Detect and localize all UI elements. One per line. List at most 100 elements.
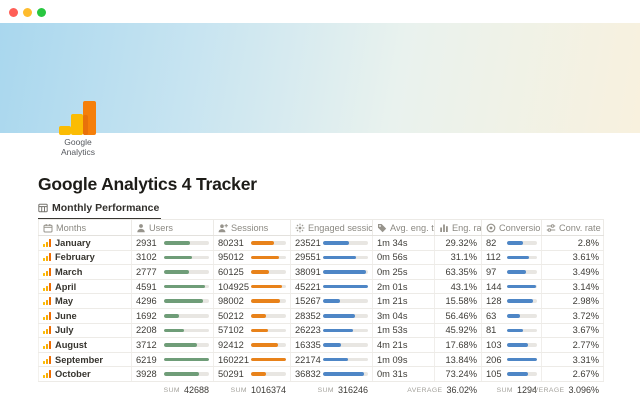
- cell-users[interactable]: 3712: [132, 338, 214, 352]
- cell-eng_rate[interactable]: 13.84%: [435, 352, 482, 367]
- cell-eng_rate[interactable]: 17.68%: [435, 338, 482, 352]
- cell-engaged[interactable]: 16335: [291, 338, 373, 352]
- column-header-avg_time[interactable]: Avg. eng. time: [373, 220, 435, 235]
- cell-sessions[interactable]: 50291: [214, 367, 291, 381]
- cell-conv_rate[interactable]: 3.67%: [542, 323, 604, 338]
- cell-engaged[interactable]: 36832: [291, 367, 373, 381]
- cell-users[interactable]: 4296: [132, 294, 214, 308]
- cell-users[interactable]: 3102: [132, 250, 214, 265]
- cell-eng_rate[interactable]: 31.1%: [435, 250, 482, 265]
- cell-users[interactable]: 2208: [132, 323, 214, 338]
- cell-eng_rate[interactable]: 56.46%: [435, 308, 482, 323]
- cell-conv_rate[interactable]: 2.67%: [542, 367, 604, 381]
- cell-avg_time[interactable]: 2m 01s: [373, 279, 435, 294]
- cell-engaged[interactable]: 29551: [291, 250, 373, 265]
- column-header-engaged[interactable]: Engaged sessions: [291, 220, 373, 235]
- cell-eng_rate[interactable]: 43.1%: [435, 279, 482, 294]
- cell-conversions[interactable]: 81: [482, 323, 542, 338]
- cell-sessions[interactable]: 95012: [214, 250, 291, 265]
- page-title[interactable]: Google Analytics 4 Tracker: [38, 174, 257, 194]
- cell-conversions[interactable]: 206: [482, 352, 542, 367]
- cell-eng_rate[interactable]: 29.32%: [435, 236, 482, 250]
- cell-engaged[interactable]: 38091: [291, 265, 373, 279]
- cell-conv_rate[interactable]: 3.31%: [542, 352, 604, 367]
- cell-sessions[interactable]: 50212: [214, 308, 291, 323]
- cell-users[interactable]: 2931: [132, 236, 214, 250]
- progress-track: [251, 372, 286, 376]
- cell-eng_rate[interactable]: 45.92%: [435, 323, 482, 338]
- footer-aggregate-users[interactable]: SUM 42688: [132, 382, 214, 399]
- cell-conversions[interactable]: 97: [482, 265, 542, 279]
- minimize-button[interactable]: [23, 8, 32, 17]
- cell-sessions[interactable]: 160221: [214, 352, 291, 367]
- cell-avg_time[interactable]: 0m 56s: [373, 250, 435, 265]
- cell-month[interactable]: April: [38, 279, 132, 294]
- tab-monthly-performance[interactable]: Monthly Performance: [38, 202, 162, 219]
- cell-month[interactable]: September: [38, 352, 132, 367]
- cell-eng_rate[interactable]: 63.35%: [435, 265, 482, 279]
- cell-users[interactable]: 6219: [132, 352, 214, 367]
- cell-conversions[interactable]: 63: [482, 308, 542, 323]
- footer-aggregate-conv_rate[interactable]: AVERAGE 3.096%: [529, 382, 604, 399]
- cell-month[interactable]: May: [38, 294, 132, 308]
- cell-sessions[interactable]: 104925: [214, 279, 291, 294]
- cell-month[interactable]: October: [38, 367, 132, 381]
- cell-users[interactable]: 4591: [132, 279, 214, 294]
- cell-avg_time[interactable]: 0m 25s: [373, 265, 435, 279]
- cell-month[interactable]: July: [38, 323, 132, 338]
- cell-avg_time[interactable]: 1m 21s: [373, 294, 435, 308]
- cell-conv_rate[interactable]: 3.49%: [542, 265, 604, 279]
- footer-aggregate-eng_rate[interactable]: AVERAGE 36.02%: [407, 382, 482, 399]
- column-header-sessions[interactable]: Sessions: [214, 220, 291, 235]
- cell-sessions[interactable]: 80231: [214, 236, 291, 250]
- cell-conv_rate[interactable]: 3.61%: [542, 250, 604, 265]
- cell-conv_rate[interactable]: 2.98%: [542, 294, 604, 308]
- cell-avg_time[interactable]: 3m 04s: [373, 308, 435, 323]
- cell-conv_rate[interactable]: 2.77%: [542, 338, 604, 352]
- column-header-conv_rate[interactable]: Conv. rate: [542, 220, 604, 235]
- cell-engaged[interactable]: 45221: [291, 279, 373, 294]
- cell-conv_rate[interactable]: 3.14%: [542, 279, 604, 294]
- cell-users[interactable]: 3928: [132, 367, 214, 381]
- cell-users[interactable]: 2777: [132, 265, 214, 279]
- cell-users[interactable]: 1692: [132, 308, 214, 323]
- cell-engaged[interactable]: 23521: [291, 236, 373, 250]
- cell-engaged[interactable]: 28352: [291, 308, 373, 323]
- cell-conversions[interactable]: 105: [482, 367, 542, 381]
- cell-conv_rate[interactable]: 3.72%: [542, 308, 604, 323]
- cell-avg_time[interactable]: 1m 34s: [373, 236, 435, 250]
- column-header-conversions[interactable]: Conversions: [482, 220, 542, 235]
- cell-eng_rate[interactable]: 73.24%: [435, 367, 482, 381]
- close-button[interactable]: [9, 8, 18, 17]
- cell-conversions[interactable]: 103: [482, 338, 542, 352]
- footer-aggregate-engaged[interactable]: SUM 316246: [291, 382, 373, 399]
- cell-sessions[interactable]: 57102: [214, 323, 291, 338]
- cell-month[interactable]: February: [38, 250, 132, 265]
- cell-month[interactable]: March: [38, 265, 132, 279]
- column-header-eng_rate[interactable]: Eng. rate: [435, 220, 482, 235]
- cell-avg_time[interactable]: 1m 53s: [373, 323, 435, 338]
- footer-aggregate-conversions[interactable]: SUM 1294: [482, 382, 542, 399]
- cell-avg_time[interactable]: 1m 09s: [373, 352, 435, 367]
- cell-sessions[interactable]: 60125: [214, 265, 291, 279]
- cell-avg_time[interactable]: 4m 21s: [373, 338, 435, 352]
- cell-conv_rate[interactable]: 2.8%: [542, 236, 604, 250]
- cell-conversions[interactable]: 144: [482, 279, 542, 294]
- cell-avg_time[interactable]: 0m 31s: [373, 367, 435, 381]
- column-header-users[interactable]: Users: [132, 220, 214, 235]
- column-header-month[interactable]: Months: [38, 220, 132, 235]
- cell-engaged[interactable]: 22174: [291, 352, 373, 367]
- maximize-button[interactable]: [37, 8, 46, 17]
- cell-eng_rate[interactable]: 15.58%: [435, 294, 482, 308]
- cell-month[interactable]: June: [38, 308, 132, 323]
- cell-conversions[interactable]: 128: [482, 294, 542, 308]
- cell-month[interactable]: January: [38, 236, 132, 250]
- footer-aggregate-sessions[interactable]: SUM 1016374: [214, 382, 291, 399]
- cell-conversions[interactable]: 82: [482, 236, 542, 250]
- cell-sessions[interactable]: 98002: [214, 294, 291, 308]
- cell-engaged[interactable]: 15267: [291, 294, 373, 308]
- cell-month[interactable]: August: [38, 338, 132, 352]
- cell-conversions[interactable]: 112: [482, 250, 542, 265]
- cell-engaged[interactable]: 26223: [291, 323, 373, 338]
- cell-sessions[interactable]: 92412: [214, 338, 291, 352]
